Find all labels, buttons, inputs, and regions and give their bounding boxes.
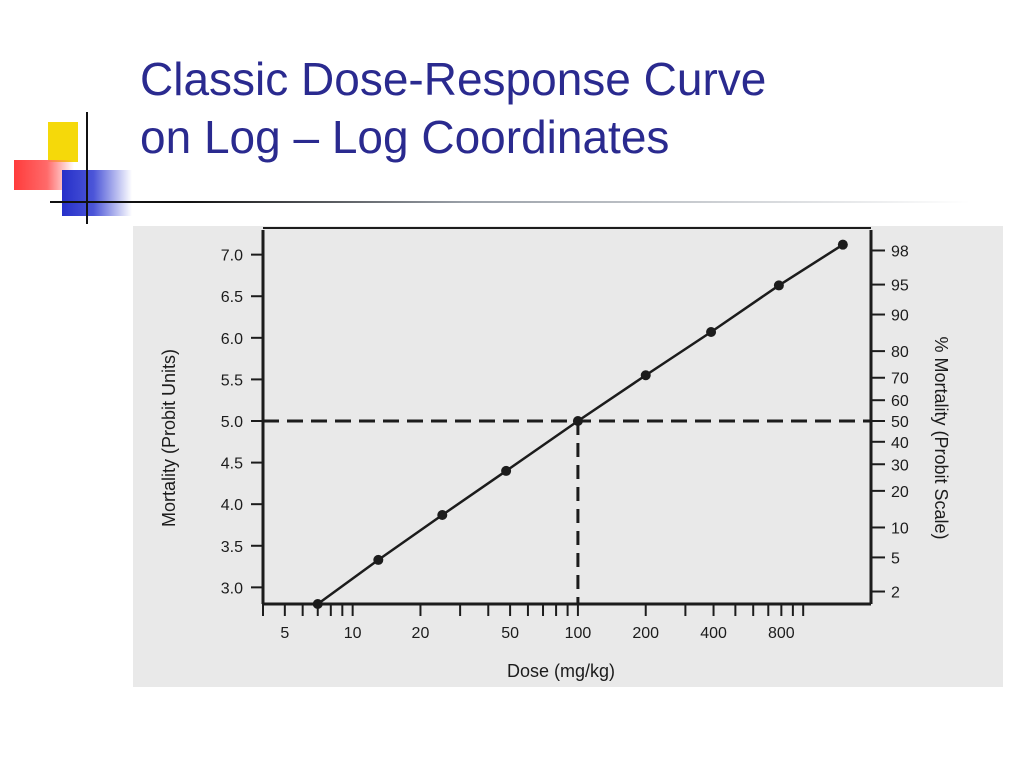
y-tick-label: 4.5 [221,456,243,473]
y-tick-label: 6.5 [221,289,243,306]
data-point [773,280,784,291]
y-tick-label: 5.5 [221,372,243,389]
slide-title-line2: on Log – Log Coordinates [140,111,670,163]
x-tick-label: 5 [280,625,289,642]
y-tick-label: 6.0 [221,331,243,348]
y2-tick-label: 40 [891,435,909,452]
accent-square-yellow [48,122,78,162]
axes-layer: 7.0 6.5 6.0 5.5 5.0 4.5 4.0 3.5 3.0 98 95 90 80 70 60 5… [221,227,909,642]
data-point [373,554,384,565]
data-point [706,326,717,337]
reference-lines [263,419,871,604]
y2-tick-label: 95 [891,278,909,295]
y2-tick-label: 50 [891,414,909,431]
x-tick-label: 50 [501,625,519,642]
y2-tick-label: 5 [891,550,900,567]
slide-title-line1: Classic Dose-Response Curve [140,53,767,105]
y-axis-label: Mortality (Probit Units) [159,349,179,527]
y-tick-label: 3.5 [221,539,243,556]
x-tick-label: 10 [344,625,362,642]
data-point [501,465,512,476]
data-point [837,239,848,250]
data-point [312,599,323,609]
x-tick-label: 400 [700,625,727,642]
chart-panel: 7.0 6.5 6.0 5.5 5.0 4.5 4.0 3.5 3.0 98 95 90 80 70 60 5… [133,226,1003,687]
y2-tick-label: 90 [891,308,909,325]
y-tick-label: 3.0 [221,580,243,597]
x-tick-label: 200 [632,625,659,642]
accent-vertical-line [86,112,88,224]
data-point [437,509,448,520]
series-layer [312,239,848,609]
y2-tick-label: 80 [891,344,909,361]
y2-tick-label: 70 [891,371,909,388]
dose-response-chart: 7.0 6.5 6.0 5.5 5.0 4.5 4.0 3.5 3.0 98 95 90 80 70 60 5… [159,227,951,681]
y2-tick-label: 30 [891,457,909,474]
title-underline [50,201,970,203]
slide-title: Classic Dose-Response Curve on Log – Log… [140,50,1000,166]
x-axis-label: Dose (mg/kg) [507,661,615,681]
y2-tick-label: 60 [891,393,909,410]
data-point [572,416,583,426]
y-tick-label: 4.0 [221,497,243,514]
data-point [640,370,651,381]
x-tick-label: 800 [768,625,795,642]
y-tick-label: 7.0 [221,248,243,265]
y2-axis-label: % Mortality (Probit Scale) [931,336,951,539]
x-tick-label: 100 [565,625,592,642]
y2-tick-label: 10 [891,520,909,537]
y2-tick-label: 98 [891,243,909,260]
x-tick-label: 20 [412,625,430,642]
y2-tick-label: 2 [891,585,900,602]
y-tick-label: 5.0 [221,414,243,431]
accent-square-blue [62,170,132,216]
y2-tick-label: 20 [891,484,909,501]
